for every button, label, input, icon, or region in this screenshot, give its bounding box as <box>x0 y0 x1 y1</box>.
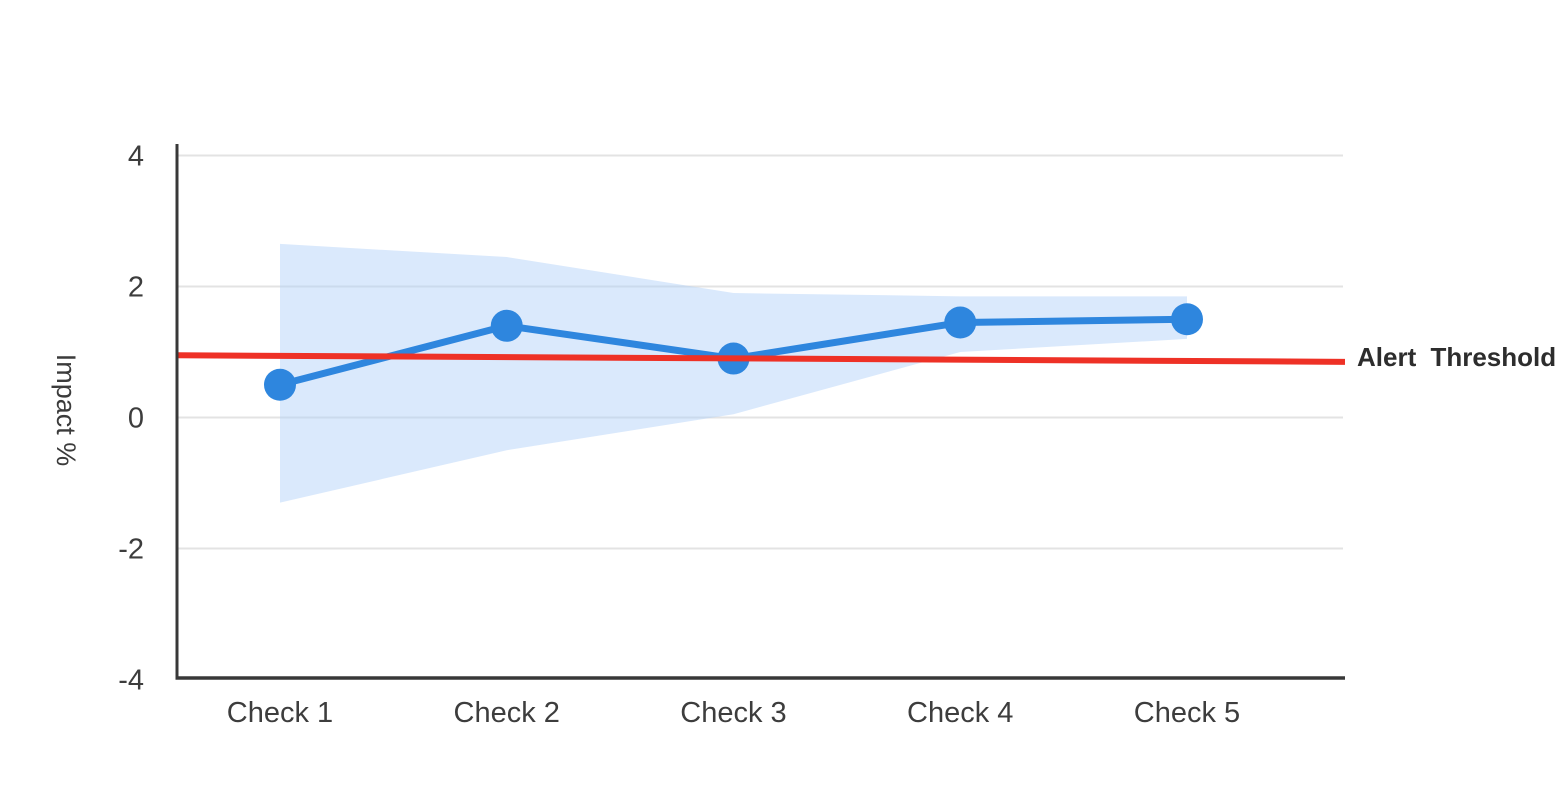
y-tick-label-2: 2 <box>128 272 144 304</box>
y-tick-label--4: -4 <box>118 665 144 697</box>
x-tick-label-check-4: Check 4 <box>907 697 1013 729</box>
chart-generated-layer: 4 2 0 -2 -4 Check 1 Check 2 Check 3 Check 4 Check… <box>118 141 1346 729</box>
y-tick-label-4: 4 <box>128 141 144 173</box>
y-tick-label-0: 0 <box>128 403 144 435</box>
x-tick-label-check-2: Check 2 <box>454 697 560 729</box>
x-tick-label-check-3: Check 3 <box>680 697 786 729</box>
x-tick-label-check-1: Check 1 <box>227 697 333 729</box>
data-point-check-4[interactable] <box>944 306 977 339</box>
x-tick-label-check-5: Check 5 <box>1134 697 1240 729</box>
alert-threshold-label: Alert Threshold <box>1357 342 1556 372</box>
data-point-check-2[interactable] <box>490 309 523 342</box>
data-point-check-5[interactable] <box>1171 303 1203 336</box>
data-point-check-1[interactable] <box>264 368 296 401</box>
alert-threshold-line <box>176 352 1346 365</box>
y-tick-label--2: -2 <box>118 534 144 566</box>
y-axis-title: Impact % <box>51 354 81 467</box>
